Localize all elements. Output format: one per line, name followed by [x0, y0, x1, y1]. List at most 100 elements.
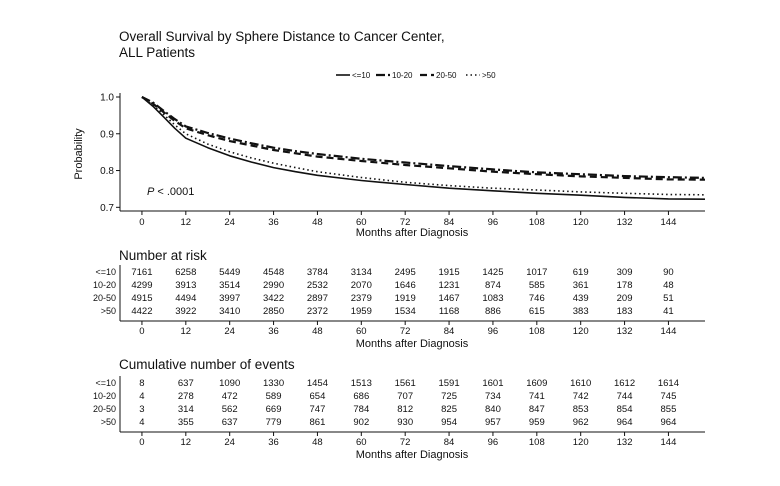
table-cell-2-2-5: 784: [353, 404, 369, 415]
table-cell-1-3-11: 183: [617, 306, 633, 317]
table-tick-label-1-2: 24: [224, 326, 235, 337]
series-line-1: [141, 96, 706, 179]
table-cell-2-3-0: 4: [139, 417, 144, 428]
table-cell-2-2-8: 840: [485, 404, 501, 415]
table-cell-2-1-2: 472: [222, 391, 238, 402]
table-tick-label-2-7: 84: [444, 437, 455, 448]
x-tick-label-10: 120: [573, 217, 589, 228]
table-cell-1-0-8: 1425: [482, 267, 503, 278]
table-cell-1-0-3: 4548: [263, 267, 284, 278]
table-tick-label-1-12: 144: [661, 326, 677, 337]
number-at-risk-table: Number at risk<=10 7161 6258 5449 4548 3784 31…: [93, 248, 705, 350]
table-cell-2-3-5: 902: [353, 417, 369, 428]
table-cell-2-3-8: 957: [485, 417, 501, 428]
table-cell-2-1-11: 744: [617, 391, 633, 402]
table-cell-2-1-1: 278: [178, 391, 194, 402]
x-axis-label: Months after Diagnosis: [356, 227, 469, 239]
table-cell-1-1-6: 1646: [395, 280, 416, 291]
table-cell-2-2-1: 314: [178, 404, 194, 415]
table-cell-1-2-4: 2897: [307, 293, 328, 304]
table-cell-2-2-11: 854: [617, 404, 633, 415]
table-cell-1-1-7: 1231: [438, 280, 459, 291]
series-line-3: [141, 96, 706, 196]
y-axis-label: Probability: [73, 128, 85, 180]
table-cell-1-2-2: 3997: [219, 293, 240, 304]
table-cell-2-0-6: 1561: [395, 378, 416, 389]
table-tick-label-2-6: 72: [400, 437, 411, 448]
table-cell-1-1-9: 585: [529, 280, 545, 291]
table-cell-2-3-3: 779: [266, 417, 282, 428]
table-cell-2-3-10: 962: [573, 417, 589, 428]
table-tick-label-2-10: 120: [573, 437, 589, 448]
x-tick-label-2: 24: [224, 217, 235, 228]
table-cell-1-1-0: 4299: [131, 280, 152, 291]
x-tick-label-11: 132: [617, 217, 633, 228]
p-value-symbol: P: [147, 186, 155, 198]
table-cell-2-3-7: 954: [441, 417, 457, 428]
table-cell-1-1-12: 48: [663, 280, 674, 291]
table-cell-1-3-6: 1534: [395, 306, 416, 317]
table-cell-1-3-4: 2372: [307, 306, 328, 317]
x-tick-label-9: 108: [529, 217, 545, 228]
table-tick-label-2-9: 108: [529, 437, 545, 448]
table-xlabel-2: Months after Diagnosis: [356, 449, 469, 461]
table-tick-label-2-8: 96: [488, 437, 499, 448]
table-cell-1-0-12: 90: [663, 267, 674, 278]
table-cell-1-0-7: 1915: [438, 267, 459, 278]
table-cell-1-0-1: 6258: [175, 267, 196, 278]
table-row-label-1-0: <=10: [95, 267, 116, 277]
table-tick-label-1-7: 84: [444, 326, 455, 337]
table-cell-2-2-3: 669: [266, 404, 282, 415]
table-row-label-2-2: 20-50: [93, 404, 116, 414]
survival-plot: Overall Survival by Sphere Distance to C…: [73, 29, 706, 239]
table-cell-2-3-6: 930: [397, 417, 413, 428]
table-cell-2-0-1: 637: [178, 378, 194, 389]
table-cell-1-1-3: 2990: [263, 280, 284, 291]
table-cell-1-1-1: 3913: [175, 280, 196, 291]
table-row-label-2-1: 10-20: [93, 391, 116, 401]
table-cell-2-0-5: 1513: [351, 378, 372, 389]
table-cell-2-2-2: 562: [222, 404, 238, 415]
table-cell-1-3-7: 1168: [439, 306, 459, 317]
table-cell-2-0-11: 1612: [614, 378, 635, 389]
table-cell-2-0-8: 1601: [482, 378, 503, 389]
x-tick-label-1: 12: [181, 217, 192, 228]
table-tick-label-2-1: 12: [181, 437, 192, 448]
table-cell-2-1-10: 742: [573, 391, 589, 402]
x-tick-label-6: 72: [400, 217, 411, 228]
table-cell-2-0-12: 1614: [658, 378, 679, 389]
table-cell-2-0-2: 1090: [219, 378, 240, 389]
table-cell-2-1-12: 745: [661, 391, 677, 402]
table-cell-2-2-9: 847: [529, 404, 545, 415]
table-tick-label-2-11: 132: [617, 437, 633, 448]
table-cell-1-2-6: 1919: [395, 293, 416, 304]
legend-label-2: 20-50: [436, 71, 457, 80]
chart-title: Overall Survival by Sphere Distance to C…: [119, 29, 445, 44]
table-cell-1-3-3: 2850: [263, 306, 284, 317]
legend-label-0: <=10: [352, 71, 371, 80]
table-tick-label-2-5: 60: [356, 437, 367, 448]
table-tick-label-1-6: 72: [400, 326, 411, 337]
p-value-annotation: P < .0001: [147, 186, 194, 198]
table-tick-label-1-3: 36: [268, 326, 279, 337]
y-tick-label-3: 1.0: [100, 93, 114, 104]
table-tick-label-1-10: 120: [573, 326, 589, 337]
table-cell-1-3-8: 886: [485, 306, 501, 317]
table-tick-label-1-1: 12: [181, 326, 192, 337]
table-cell-2-3-1: 355: [178, 417, 194, 428]
table-cell-1-1-2: 3514: [219, 280, 240, 291]
table-cell-2-1-0: 4: [139, 391, 144, 402]
table-cell-1-0-5: 3134: [351, 267, 372, 278]
table-cell-1-1-8: 874: [485, 280, 501, 291]
table-cell-1-2-0: 4915: [131, 293, 152, 304]
table-title-1: Number at risk: [119, 248, 207, 263]
table-cell-1-2-7: 1467: [438, 293, 459, 304]
table-cell-1-0-11: 309: [617, 267, 633, 278]
table-cell-2-2-10: 853: [573, 404, 589, 415]
table-cell-1-2-3: 3422: [263, 293, 284, 304]
x-tick-label-12: 144: [661, 217, 677, 228]
table-xlabel-1: Months after Diagnosis: [356, 338, 469, 350]
table-cell-2-0-3: 1330: [263, 378, 284, 389]
table-cell-1-0-0: 7161: [131, 267, 152, 278]
table-cell-2-1-7: 725: [441, 391, 457, 402]
